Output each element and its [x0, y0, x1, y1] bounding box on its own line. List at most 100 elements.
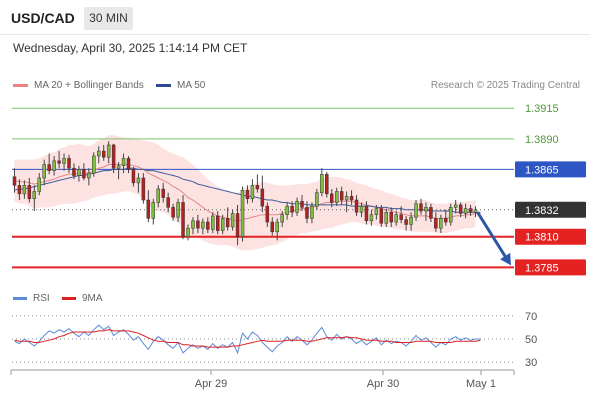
- candle: [255, 185, 260, 190]
- candle: [146, 199, 151, 219]
- candle: [62, 158, 66, 164]
- candle: [87, 172, 91, 179]
- candle: [300, 200, 304, 208]
- legend-rsi-label: RSI: [33, 293, 50, 304]
- candle: [334, 191, 339, 203]
- level-badge-label: 1.3785: [525, 262, 559, 274]
- candle: [106, 144, 111, 158]
- candle: [116, 165, 121, 169]
- candle: [191, 220, 195, 229]
- candle: [409, 216, 413, 225]
- candle: [12, 176, 17, 186]
- candle: [354, 199, 359, 213]
- candle: [136, 177, 141, 184]
- candle: [211, 215, 215, 230]
- candle: [171, 207, 175, 218]
- candle: [389, 212, 393, 223]
- candle: [414, 203, 418, 218]
- candle: [141, 177, 146, 201]
- candle: [250, 185, 255, 200]
- candle: [37, 177, 42, 192]
- candle: [176, 202, 180, 218]
- timeframe-badge[interactable]: 30 MIN: [84, 7, 133, 30]
- legend-rsi-swatch: [13, 296, 27, 300]
- legend-9ma-swatch: [62, 296, 76, 300]
- x-tick-label: Apr 30: [367, 378, 399, 390]
- candle: [126, 158, 131, 170]
- candle: [166, 197, 170, 208]
- candle: [225, 218, 230, 228]
- candle: [47, 164, 51, 171]
- candle: [17, 185, 22, 195]
- candle: [280, 214, 284, 223]
- candle: [448, 207, 453, 223]
- candle: [111, 144, 116, 169]
- level-label: 1.3890: [525, 134, 559, 146]
- candle: [364, 205, 369, 222]
- candle: [349, 196, 354, 201]
- candle: [473, 209, 478, 213]
- copyright-note: Research © 2025 Trading Central: [430, 80, 580, 91]
- candle: [339, 191, 344, 201]
- candle: [295, 200, 299, 213]
- candle: [215, 215, 220, 231]
- candle: [57, 160, 61, 164]
- candle: [151, 202, 156, 219]
- legend-ma20-label: MA 20 + Bollinger Bands: [34, 80, 144, 91]
- candle: [384, 212, 389, 224]
- candle: [275, 221, 279, 233]
- legend-9ma: 9MA: [62, 293, 103, 304]
- chart-datetime: Wednesday, April 30, 2025 1:14:14 PM CET: [13, 41, 248, 55]
- candle: [265, 205, 270, 223]
- candle: [92, 155, 96, 174]
- candle: [97, 150, 101, 157]
- rsi-tick-label: 70: [525, 311, 537, 323]
- forecast-arrow-shaft: [476, 211, 509, 261]
- candle: [419, 203, 423, 212]
- candle: [399, 214, 403, 220]
- legend-ma20: MA 20 + Bollinger Bands: [13, 80, 144, 91]
- candle: [285, 205, 289, 215]
- candle: [344, 196, 349, 201]
- legend-9ma-label: 9MA: [82, 293, 103, 304]
- candle: [434, 218, 438, 229]
- legend-ma20-swatch: [13, 83, 28, 87]
- candle: [121, 158, 126, 167]
- bollinger-band: [14, 135, 476, 251]
- candle: [468, 208, 473, 213]
- candle: [444, 218, 448, 223]
- candle: [439, 218, 443, 229]
- level-badge-label: 1.3810: [525, 232, 559, 244]
- candle: [260, 188, 265, 207]
- candle: [220, 218, 225, 231]
- x-tick-label: May 1: [466, 378, 496, 390]
- candle: [235, 213, 240, 237]
- x-tick-label: Apr 29: [195, 378, 227, 390]
- candle: [453, 204, 458, 208]
- candle: [206, 221, 210, 230]
- level-badge-label: 1.3832: [525, 205, 559, 217]
- candle: [77, 169, 81, 176]
- candle: [52, 160, 56, 171]
- legend-ma50-label: MA 50: [177, 80, 206, 91]
- candle: [310, 205, 314, 219]
- candle: [315, 192, 319, 207]
- candle: [181, 202, 185, 237]
- candle: [27, 185, 32, 200]
- legend-ma50: MA 50: [156, 80, 205, 91]
- candle: [161, 188, 165, 198]
- candle: [325, 174, 329, 195]
- legend-ma50-swatch: [156, 83, 171, 87]
- candle: [379, 208, 384, 224]
- candle: [305, 207, 309, 219]
- level-badge: [515, 161, 586, 178]
- candle: [359, 205, 364, 213]
- candle: [330, 193, 334, 203]
- symbol-title: USD/CAD: [11, 10, 75, 26]
- candle: [290, 205, 294, 213]
- candle: [270, 221, 275, 233]
- chart-header: USD/CAD 30 MIN: [0, 0, 590, 35]
- candle: [404, 219, 408, 225]
- candle: [374, 208, 379, 215]
